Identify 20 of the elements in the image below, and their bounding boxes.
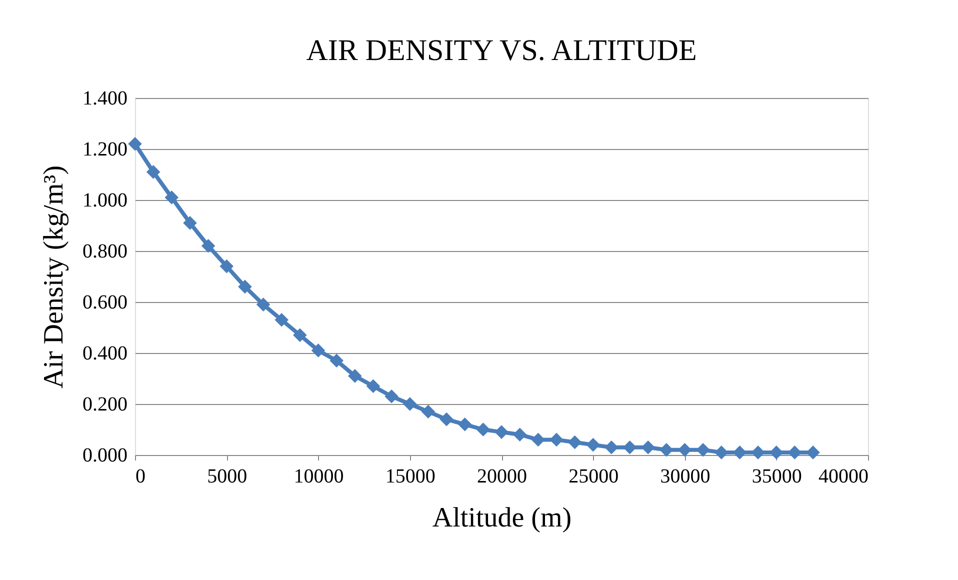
y-axis-title: Air Density (kg/m³) (38, 165, 70, 389)
chart-title: AIR DENSITY VS. ALTITUDE (306, 34, 697, 67)
x-tick-label: 40000 (818, 466, 868, 488)
y-tick-label: 0.200 (82, 394, 128, 416)
y-tick-label: 0.600 (82, 292, 128, 314)
y-tick-label: 0.000 (82, 444, 128, 466)
y-tick-label: 0.400 (82, 342, 128, 364)
y-tick-label: 1.000 (82, 190, 128, 212)
x-tick-label: 30000 (660, 466, 710, 488)
x-tick-label: 0 (136, 466, 146, 488)
y-tick-label: 0.800 (82, 240, 128, 262)
y-tick-label: 1.200 (82, 138, 128, 160)
y-tick-label: 1.400 (82, 88, 128, 110)
x-axis-title: Altitude (m) (432, 502, 572, 534)
x-tick-label: 25000 (568, 466, 619, 488)
x-tick-label: 20000 (477, 466, 527, 488)
x-tick-label: 5000 (207, 466, 248, 488)
x-tick-label: 10000 (294, 466, 344, 488)
x-tick-label: 35000 (752, 466, 802, 488)
x-tick-label: 15000 (385, 466, 436, 488)
